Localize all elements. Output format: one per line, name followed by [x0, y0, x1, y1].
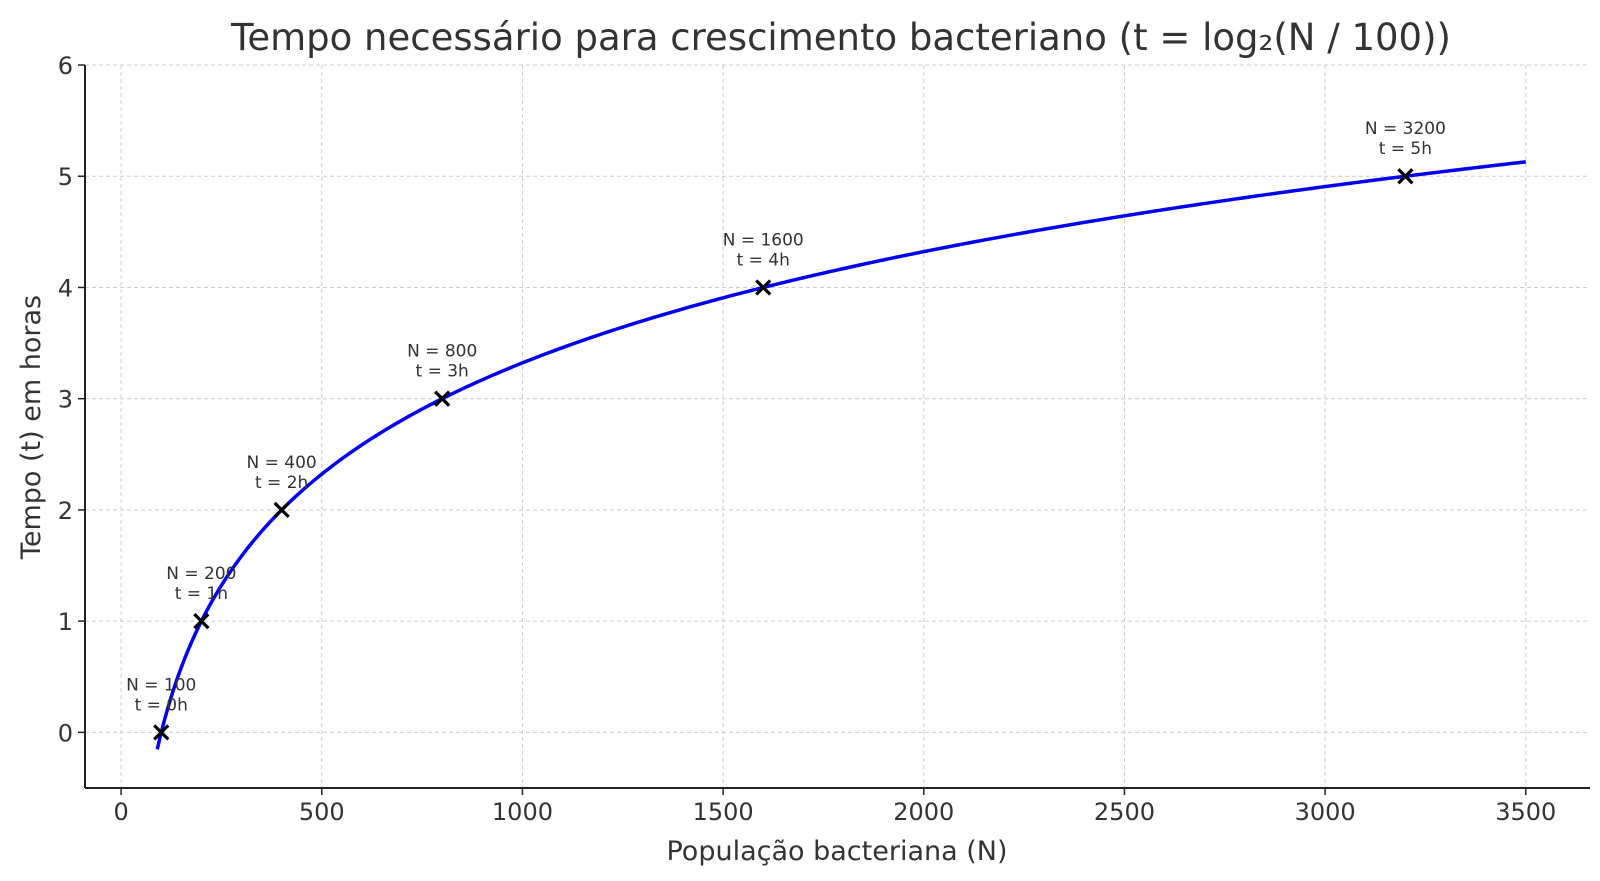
- point-label-t: t = 0h: [135, 695, 188, 715]
- y-tick-label: 1: [58, 608, 73, 636]
- point-label-t: t = 4h: [737, 250, 790, 270]
- y-tick-label: 5: [58, 163, 73, 191]
- x-tick-label: 3500: [1495, 798, 1556, 826]
- data-point-marker: [1397, 168, 1414, 185]
- data-point-marker: [273, 501, 290, 519]
- data-point-marker: [193, 613, 210, 630]
- point-label-t: t = 5h: [1379, 139, 1432, 159]
- ticks: [78, 64, 1527, 795]
- point-label-n: N = 800: [407, 342, 477, 362]
- x-tick-label: 2000: [893, 798, 954, 826]
- point-label-t: t = 2h: [255, 473, 308, 493]
- log-curve: [155, 160, 1526, 750]
- x-tick-label: 3000: [1295, 798, 1356, 826]
- y-tick-label: 6: [58, 52, 73, 80]
- data-point-marker: [434, 390, 451, 407]
- curve-layer: [155, 160, 1526, 750]
- data-point-marker: [755, 279, 772, 296]
- point-label-n: N = 400: [247, 453, 317, 473]
- y-tick-label: 3: [58, 386, 73, 414]
- point-label-n: N = 200: [166, 564, 236, 584]
- x-tick-label: 1500: [693, 798, 754, 826]
- point-label-n: N = 3200: [1365, 119, 1446, 139]
- y-tick-label: 2: [58, 497, 73, 525]
- point-label-n: N = 100: [126, 675, 196, 695]
- point-label-n: N = 1600: [723, 230, 804, 250]
- data-point-marker: [153, 724, 170, 741]
- y-tick-label: 4: [58, 274, 73, 302]
- x-tick-label: 1000: [492, 798, 553, 826]
- chart-title: Tempo necessário para crescimento bacter…: [230, 16, 1451, 59]
- markers: [153, 168, 1414, 741]
- grid: [85, 64, 1590, 788]
- y-tick-label: 0: [58, 719, 73, 747]
- tick-labels: 0 500 1000 1500 2000 2500 3000 3500 0 1 2 3 4 5 6: [58, 52, 1557, 826]
- x-axis-label: População bacteriana (N): [666, 836, 1007, 867]
- spines: [84, 65, 1590, 789]
- x-tick-label: 2500: [1094, 798, 1155, 826]
- point-label-t: t = 3h: [416, 362, 469, 382]
- point-label-t: t = 1h: [175, 584, 228, 604]
- x-tick-label: 0: [113, 798, 128, 826]
- x-tick-label: 500: [299, 798, 345, 826]
- y-axis-label: Tempo (t) em horas: [16, 295, 47, 560]
